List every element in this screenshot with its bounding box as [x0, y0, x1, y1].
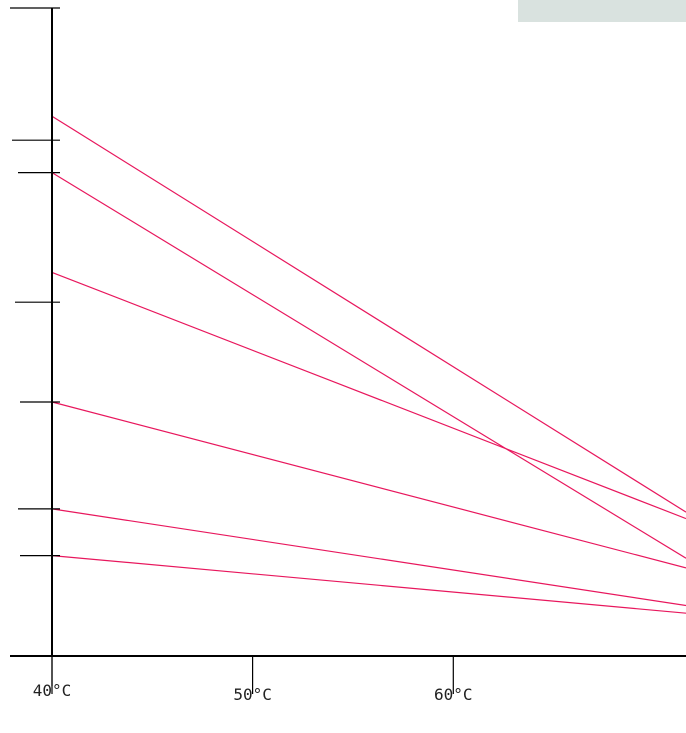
series-line-3 — [51, 271, 686, 520]
x-tick-label-3: 60°C — [434, 685, 473, 704]
series-layer — [51, 115, 686, 614]
x-tick-label-2: 50°C — [233, 685, 272, 704]
x-tick-label-1: 40°C — [33, 681, 72, 700]
y-tick-layer — [10, 7, 60, 557]
series-line-2 — [51, 172, 686, 559]
series-line-6 — [51, 555, 686, 614]
corner-watermark-patch — [518, 0, 686, 22]
series-line-5 — [51, 508, 686, 607]
axis-layer — [10, 8, 686, 657]
series-line-1 — [51, 115, 686, 513]
series-line-4 — [51, 401, 686, 569]
x-tick-layer: 40°C 50°C 60°C — [33, 656, 473, 704]
